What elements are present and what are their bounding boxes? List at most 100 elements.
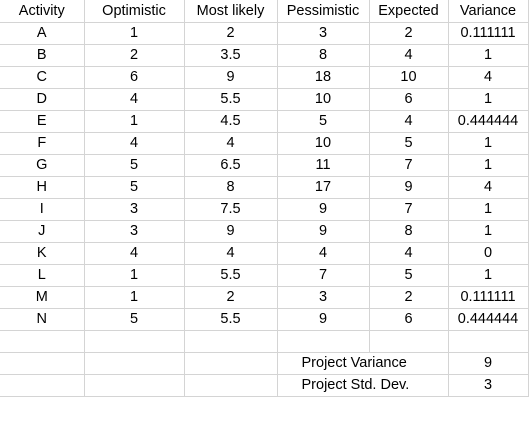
cell-optimistic[interactable]: 5 xyxy=(84,154,185,177)
cell-activity[interactable]: F xyxy=(0,132,85,155)
cell-optimistic[interactable]: 4 xyxy=(84,88,185,111)
empty-cell[interactable] xyxy=(369,330,449,353)
cell-pessimistic[interactable]: 8 xyxy=(277,44,370,67)
cell-most-likely[interactable]: 9 xyxy=(184,220,278,243)
cell-pessimistic[interactable]: 9 xyxy=(277,220,370,243)
cell-pessimistic[interactable]: 4 xyxy=(277,242,370,265)
cell-variance[interactable]: 0 xyxy=(448,242,529,265)
cell-most-likely[interactable]: 6.5 xyxy=(184,154,278,177)
cell-expected[interactable]: 2 xyxy=(369,286,449,309)
cell-expected[interactable]: 7 xyxy=(369,154,449,177)
cell-most-likely[interactable]: 7.5 xyxy=(184,198,278,221)
cell-activity[interactable]: H xyxy=(0,176,85,199)
cell-activity[interactable]: N xyxy=(0,308,85,331)
cell-optimistic[interactable]: 6 xyxy=(84,66,185,89)
cell-variance[interactable]: 0.444444 xyxy=(448,308,529,331)
cell-expected[interactable]: 5 xyxy=(369,264,449,287)
cell-most-likely[interactable]: 2 xyxy=(184,286,278,309)
cell-variance[interactable]: 1 xyxy=(448,154,529,177)
empty-cell[interactable] xyxy=(184,374,278,397)
cell-most-likely[interactable]: 5.5 xyxy=(184,264,278,287)
cell-activity[interactable]: M xyxy=(0,286,85,309)
empty-cell[interactable] xyxy=(277,330,370,353)
cell-optimistic[interactable]: 2 xyxy=(84,44,185,67)
cell-variance[interactable]: 1 xyxy=(448,132,529,155)
cell-optimistic[interactable]: 4 xyxy=(84,242,185,265)
cell-optimistic[interactable]: 3 xyxy=(84,198,185,221)
cell-expected[interactable]: 6 xyxy=(369,308,449,331)
cell-pessimistic[interactable]: 7 xyxy=(277,264,370,287)
cell-pessimistic[interactable]: 10 xyxy=(277,132,370,155)
cell-activity[interactable]: C xyxy=(0,66,85,89)
header-cell-variance[interactable]: Variance xyxy=(448,0,529,23)
cell-pessimistic[interactable]: 10 xyxy=(277,88,370,111)
cell-expected[interactable]: 7 xyxy=(369,198,449,221)
cell-most-likely[interactable]: 9 xyxy=(184,66,278,89)
cell-expected[interactable]: 4 xyxy=(369,110,449,133)
cell-pessimistic[interactable]: 5 xyxy=(277,110,370,133)
empty-cell[interactable] xyxy=(0,374,85,397)
cell-expected[interactable]: 5 xyxy=(369,132,449,155)
cell-most-likely[interactable]: 5.5 xyxy=(184,308,278,331)
cell-expected[interactable]: 9 xyxy=(369,176,449,199)
cell-pessimistic[interactable]: 17 xyxy=(277,176,370,199)
cell-most-likely[interactable]: 5.5 xyxy=(184,88,278,111)
cell-activity[interactable]: K xyxy=(0,242,85,265)
cell-pessimistic[interactable]: 18 xyxy=(277,66,370,89)
cell-pessimistic[interactable]: 3 xyxy=(277,286,370,309)
empty-cell[interactable] xyxy=(0,352,85,375)
cell-expected[interactable]: 4 xyxy=(369,242,449,265)
cell-expected[interactable]: 2 xyxy=(369,22,449,45)
cell-pessimistic[interactable]: 9 xyxy=(277,308,370,331)
empty-cell[interactable] xyxy=(84,374,185,397)
cell-variance[interactable]: 0.111111 xyxy=(448,286,529,309)
cell-optimistic[interactable]: 1 xyxy=(84,110,185,133)
cell-most-likely[interactable]: 2 xyxy=(184,22,278,45)
empty-cell[interactable] xyxy=(184,330,278,353)
cell-optimistic[interactable]: 5 xyxy=(84,308,185,331)
cell-variance[interactable]: 1 xyxy=(448,44,529,67)
cell-variance[interactable]: 1 xyxy=(448,198,529,221)
cell-expected[interactable]: 10 xyxy=(369,66,449,89)
cell-optimistic[interactable]: 1 xyxy=(84,264,185,287)
project-stddev-label[interactable]: Project Std. Dev. xyxy=(277,374,449,397)
cell-most-likely[interactable]: 8 xyxy=(184,176,278,199)
cell-activity[interactable]: A xyxy=(0,22,85,45)
cell-variance[interactable]: 1 xyxy=(448,220,529,243)
cell-variance[interactable]: 4 xyxy=(448,66,529,89)
cell-activity[interactable]: L xyxy=(0,264,85,287)
empty-cell[interactable] xyxy=(84,352,185,375)
cell-most-likely[interactable]: 4 xyxy=(184,242,278,265)
cell-variance[interactable]: 0.111111 xyxy=(448,22,529,45)
empty-cell[interactable] xyxy=(184,352,278,375)
header-cell-optimistic[interactable]: Optimistic xyxy=(84,0,185,23)
cell-expected[interactable]: 8 xyxy=(369,220,449,243)
cell-pessimistic[interactable]: 9 xyxy=(277,198,370,221)
project-variance-value[interactable]: 9 xyxy=(448,352,529,375)
cell-variance[interactable]: 0.444444 xyxy=(448,110,529,133)
cell-activity[interactable]: D xyxy=(0,88,85,111)
header-cell-pessimistic[interactable]: Pessimistic xyxy=(277,0,370,23)
cell-activity[interactable]: J xyxy=(0,220,85,243)
cell-expected[interactable]: 4 xyxy=(369,44,449,67)
cell-most-likely[interactable]: 3.5 xyxy=(184,44,278,67)
cell-pessimistic[interactable]: 11 xyxy=(277,154,370,177)
cell-optimistic[interactable]: 3 xyxy=(84,220,185,243)
empty-cell[interactable] xyxy=(84,330,185,353)
cell-most-likely[interactable]: 4 xyxy=(184,132,278,155)
cell-variance[interactable]: 4 xyxy=(448,176,529,199)
cell-activity[interactable]: E xyxy=(0,110,85,133)
cell-pessimistic[interactable]: 3 xyxy=(277,22,370,45)
cell-variance[interactable]: 1 xyxy=(448,88,529,111)
cell-activity[interactable]: G xyxy=(0,154,85,177)
cell-optimistic[interactable]: 5 xyxy=(84,176,185,199)
empty-cell[interactable] xyxy=(448,330,529,353)
cell-most-likely[interactable]: 4.5 xyxy=(184,110,278,133)
header-cell-activity[interactable]: Activity xyxy=(0,0,85,23)
project-variance-label[interactable]: Project Variance xyxy=(277,352,449,375)
cell-expected[interactable]: 6 xyxy=(369,88,449,111)
cell-activity[interactable]: I xyxy=(0,198,85,221)
cell-optimistic[interactable]: 1 xyxy=(84,22,185,45)
cell-optimistic[interactable]: 1 xyxy=(84,286,185,309)
project-stddev-value[interactable]: 3 xyxy=(448,374,529,397)
